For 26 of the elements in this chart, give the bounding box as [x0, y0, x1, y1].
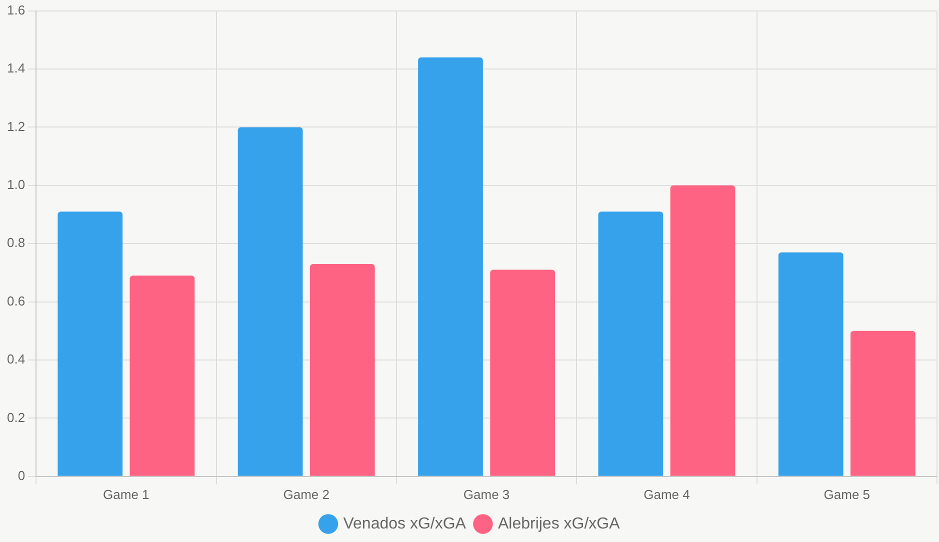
bar — [418, 57, 483, 476]
x-tick-label: Game 2 — [283, 486, 330, 502]
bar — [670, 185, 736, 476]
bar — [598, 212, 664, 476]
bar — [130, 276, 195, 476]
y-tick-label: 1.6 — [6, 2, 26, 18]
legend-label: Venados xG/xGA — [343, 515, 466, 532]
y-tick-label: 1.0 — [6, 176, 26, 192]
x-tick-label: Game 5 — [824, 486, 870, 502]
y-tick-label: 1.4 — [6, 60, 26, 76]
y-tick-label: 0 — [18, 468, 26, 483]
bar — [238, 127, 303, 476]
bar — [310, 264, 375, 476]
y-tick-label: 0.8 — [6, 235, 26, 250]
bar — [778, 252, 844, 476]
bar — [490, 270, 556, 476]
y-tick-label: 0.2 — [6, 410, 26, 425]
legend-label: Alebrijes xG/xGA — [498, 515, 620, 532]
y-tick-label: 0.6 — [6, 293, 26, 308]
bar — [850, 330, 916, 476]
y-tick-label: 1.2 — [6, 118, 26, 134]
y-tick-label: 0.4 — [6, 352, 26, 367]
x-tick-label: Game 1 — [103, 486, 150, 502]
bar — [58, 212, 123, 476]
x-tick-label: Game 4 — [644, 486, 690, 502]
x-tick-label: Game 3 — [463, 486, 510, 502]
